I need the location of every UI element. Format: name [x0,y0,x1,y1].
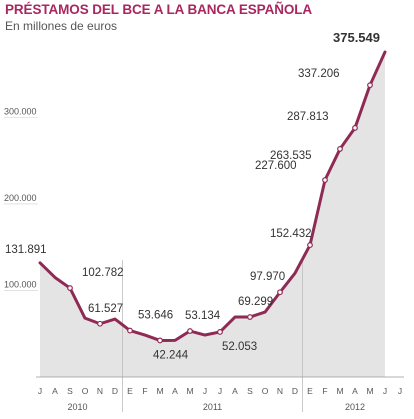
x-tick-label: O [82,386,89,396]
data-label: 97.970 [250,271,285,283]
x-tick-label: M [366,386,373,396]
x-tick-label: M [186,386,193,396]
data-label: 375.549 [333,30,380,45]
data-label: 263.535 [270,150,312,162]
data-label: 61.527 [88,303,123,315]
x-tick-label: J [383,386,387,396]
x-tick-label: M [156,386,163,396]
x-tick-label: M [336,386,343,396]
data-point [217,329,223,335]
y-tick-label: 300.000 [4,106,37,116]
data-label: 337.206 [298,68,340,80]
x-tick-label: N [277,386,283,396]
x-tick-label: E [307,386,313,396]
data-label: 52.053 [222,341,257,353]
data-point [337,146,343,152]
data-point [322,177,328,183]
x-tick-label: O [262,386,269,396]
x-tick-label: E [127,386,133,396]
x-tick-label: J [218,386,222,396]
data-point [307,242,313,248]
chart-title: PRÉSTAMOS DEL BCE A LA BANCA ESPAÑOLA [5,2,313,17]
x-tick-label: J [398,386,402,396]
data-point [67,285,73,291]
data-label: 53.646 [138,310,173,322]
data-label: 42.244 [153,349,189,361]
year-label: 2010 [67,402,87,412]
data-label: 152.432 [270,228,312,240]
data-label: 227.600 [255,160,297,172]
data-point [277,289,283,296]
x-tick-label: F [322,386,327,396]
data-point [247,314,253,320]
data-label: 287.813 [287,111,329,123]
data-point [97,320,103,327]
x-tick-label: S [247,386,253,396]
x-tick-label: J [38,386,42,396]
data-point [187,328,193,334]
y-tick-label: 200.000 [4,193,37,203]
data-label: 131.891 [5,244,47,256]
x-tick-label: D [112,386,118,396]
x-tick-label: A [172,386,178,396]
data-point [352,125,358,131]
data-point [367,82,373,89]
x-tick-label: N [97,386,103,396]
data-label: 102.782 [82,267,124,279]
x-tick-label: A [232,386,238,396]
data-label: 53.134 [185,310,221,322]
x-tick-label: A [352,386,358,396]
year-label: 2012 [345,402,365,412]
data-point [157,337,163,344]
x-tick-label: A [52,386,58,396]
x-tick-label: D [292,386,298,396]
x-tick-label: J [203,386,207,396]
chart-subtitle: En millones de euros [5,19,118,33]
year-label: 2011 [203,402,222,412]
x-tick-label: S [67,386,73,396]
area-fill [40,52,385,377]
data-label: 69.299 [238,296,273,308]
x-tick-label: F [142,386,147,396]
data-point [127,327,133,334]
y-tick-label: 100.000 [4,279,37,289]
